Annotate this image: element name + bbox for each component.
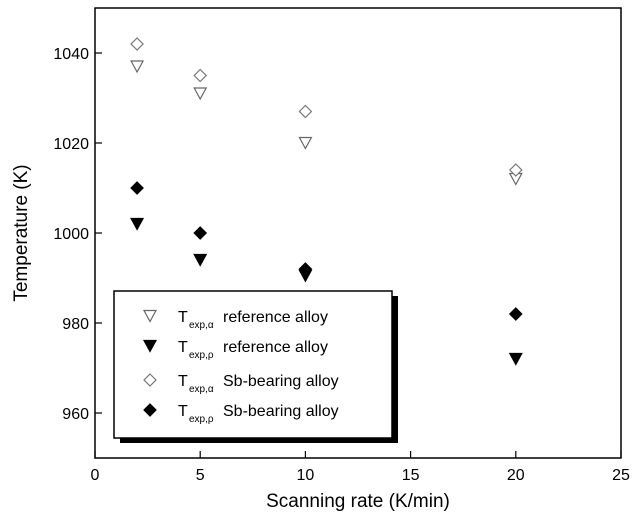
y-tick-label: 1020 xyxy=(53,136,89,153)
data-point xyxy=(130,217,145,231)
legend-label-main: T xyxy=(178,339,188,356)
legend-box xyxy=(113,290,393,439)
data-point xyxy=(193,87,208,101)
y-tick-label: 980 xyxy=(62,316,89,333)
legend-label-subscript: exp,α xyxy=(189,384,214,395)
x-tick-label: 0 xyxy=(91,467,100,484)
x-tick-label: 10 xyxy=(297,467,315,484)
legend-label-main: T xyxy=(178,403,188,420)
legend-label-main: T xyxy=(178,373,188,390)
legend-marker xyxy=(143,373,157,387)
x-axis-title: Scanning rate (K/min) xyxy=(266,491,450,512)
data-point xyxy=(193,253,208,267)
x-axis-ticks: 0 5 10 15 20 25 xyxy=(91,451,630,484)
data-point xyxy=(508,352,523,366)
legend-label-text: Sb-bearing alloy xyxy=(223,373,339,390)
data-point xyxy=(298,262,313,276)
series-3 xyxy=(130,181,523,321)
legend-label-text: Sb-bearing alloy xyxy=(223,403,339,420)
legend-marker xyxy=(142,309,158,323)
legend-label-subscript: exp,ρ xyxy=(189,350,214,361)
data-point xyxy=(130,60,145,74)
data-point xyxy=(298,104,313,119)
x-tick-label: 5 xyxy=(196,467,205,484)
legend-label-text: reference alloy xyxy=(223,339,328,356)
data-point xyxy=(508,307,523,321)
y-tick-label: 960 xyxy=(62,406,89,423)
legend-label-text: reference alloy xyxy=(223,309,328,326)
data-point xyxy=(298,136,313,150)
x-tick-label: 15 xyxy=(402,467,420,484)
data-point xyxy=(130,181,144,195)
series-1 xyxy=(130,217,523,366)
y-tick-label: 1000 xyxy=(53,226,89,243)
data-point xyxy=(130,37,144,51)
x-tick-label: 25 xyxy=(612,467,630,484)
legend-label-subscript: exp,α xyxy=(189,320,214,331)
data-point xyxy=(193,68,208,83)
series-2 xyxy=(130,37,523,177)
series-0 xyxy=(130,60,523,186)
data-point xyxy=(508,163,523,177)
y-axis-title: Temperature (K) xyxy=(11,164,32,301)
legend-label-subscript: exp,ρ xyxy=(189,414,214,425)
series-layer xyxy=(130,37,523,366)
legend-label-main: T xyxy=(178,309,188,326)
y-axis-ticks: 960 980 1000 1020 1040 xyxy=(53,46,102,423)
legend-marker xyxy=(142,339,158,353)
legend-marker xyxy=(143,403,157,417)
y-tick-label: 1040 xyxy=(53,46,89,63)
x-tick-label: 20 xyxy=(507,467,525,484)
data-point xyxy=(193,226,208,240)
